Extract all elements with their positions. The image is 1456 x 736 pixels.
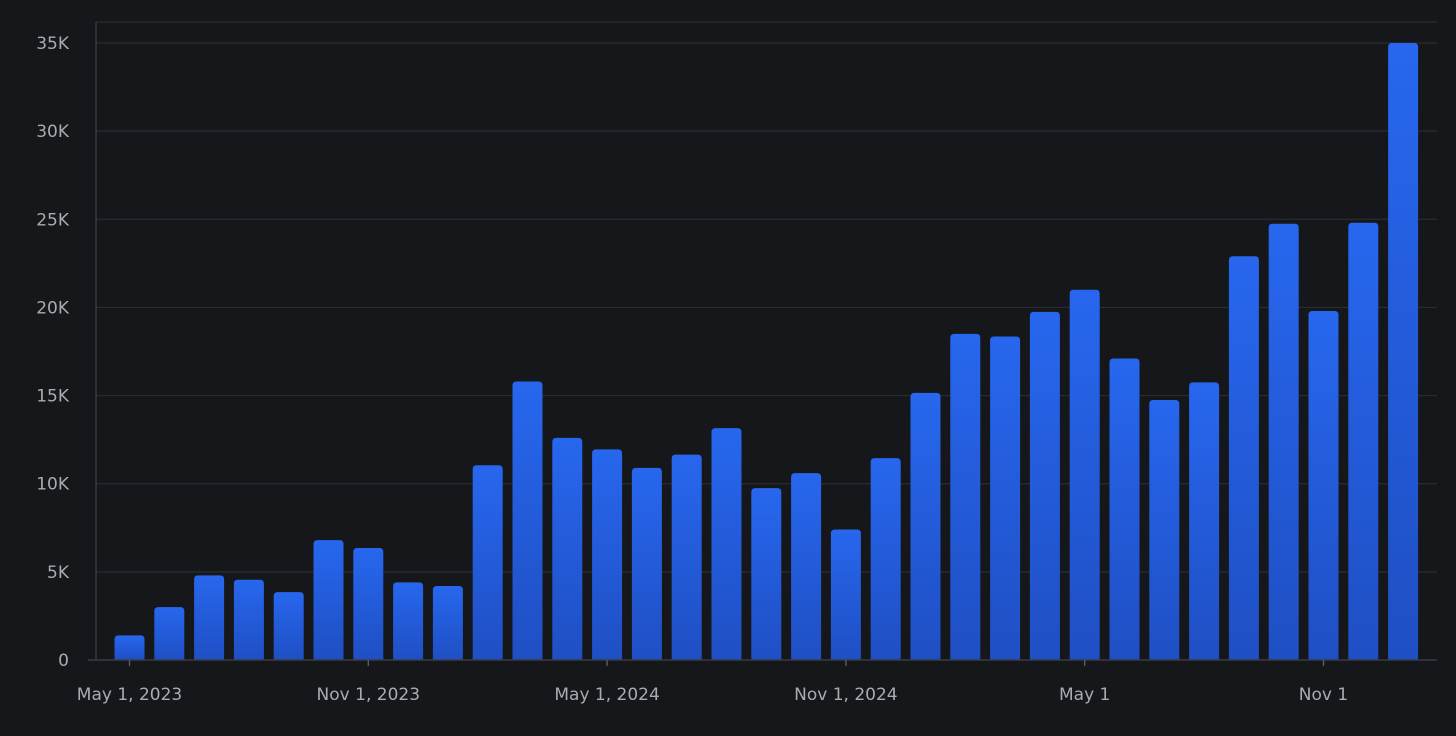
bar-2023-10 (313, 540, 344, 660)
y-tick-label: 30K (36, 122, 70, 142)
bar-2023-07 (194, 575, 225, 660)
y-tick-label: 35K (36, 34, 70, 54)
x-tick-label: Nov 1, 2024 (794, 685, 897, 705)
y-axis-ticks: 0 5K 10K 15K 20K 25K 30K 35K (36, 34, 70, 671)
gridlines (96, 21, 1437, 573)
bar-2025-06 (1109, 358, 1140, 660)
bar-2023-09 (273, 592, 304, 660)
axes (88, 22, 1437, 661)
bar-2024-01 (432, 585, 463, 660)
x-tick-label: May 1 (1059, 685, 1110, 705)
bar-2024-12 (870, 458, 901, 660)
x-tick-label: May 1, 2023 (77, 685, 182, 705)
y-tick-label: 0 (58, 651, 69, 671)
x-tick-label: Nov 1 (1299, 685, 1348, 705)
bar-2024-04 (552, 437, 583, 660)
bar-2025-02 (950, 333, 981, 660)
bar-2025-09 (1228, 256, 1259, 660)
x-tick-label: May 1, 2024 (554, 685, 659, 705)
bar-2025-10 (1268, 223, 1299, 660)
bar-2024-09 (751, 488, 782, 660)
bar-2024-03 (512, 381, 543, 660)
bar-2024-05 (592, 449, 623, 660)
x-axis-ticks: May 1, 2023 Nov 1, 2023 May 1, 2024 Nov 1, … (77, 660, 1348, 705)
y-tick-label: 20K (36, 298, 70, 318)
bar-2024-07 (671, 454, 702, 660)
bar-2025-03 (990, 336, 1021, 660)
y-tick-label: 5K (47, 563, 70, 583)
bar-2024-02 (472, 465, 503, 660)
bar-2023-12 (393, 582, 424, 660)
bar-2023-05 (114, 635, 145, 660)
bar-2025-04 (1029, 311, 1060, 660)
y-tick-label: 10K (36, 475, 70, 495)
bar-2025-11 (1308, 310, 1339, 660)
bar-2025-01 (910, 392, 941, 660)
bar-2025-05 (1069, 289, 1100, 660)
bar-2023-11 (353, 548, 384, 660)
y-tick-label: 25K (36, 210, 70, 230)
bar-2025-12 (1348, 222, 1379, 660)
bar-2024-06 (631, 467, 662, 660)
bar-2025-08 (1189, 382, 1220, 660)
bar-2024-11 (830, 529, 861, 660)
x-tick-label: Nov 1, 2023 (317, 685, 420, 705)
bar-2024-08 (711, 428, 742, 660)
y-tick-label: 15K (36, 387, 70, 407)
bar-2023-08 (233, 579, 264, 660)
bar-2026-01 (1388, 43, 1419, 660)
bar-2024-10 (791, 473, 822, 660)
bar-2025-07 (1149, 399, 1180, 660)
bar-2023-06 (154, 607, 185, 660)
bars (114, 43, 1419, 660)
